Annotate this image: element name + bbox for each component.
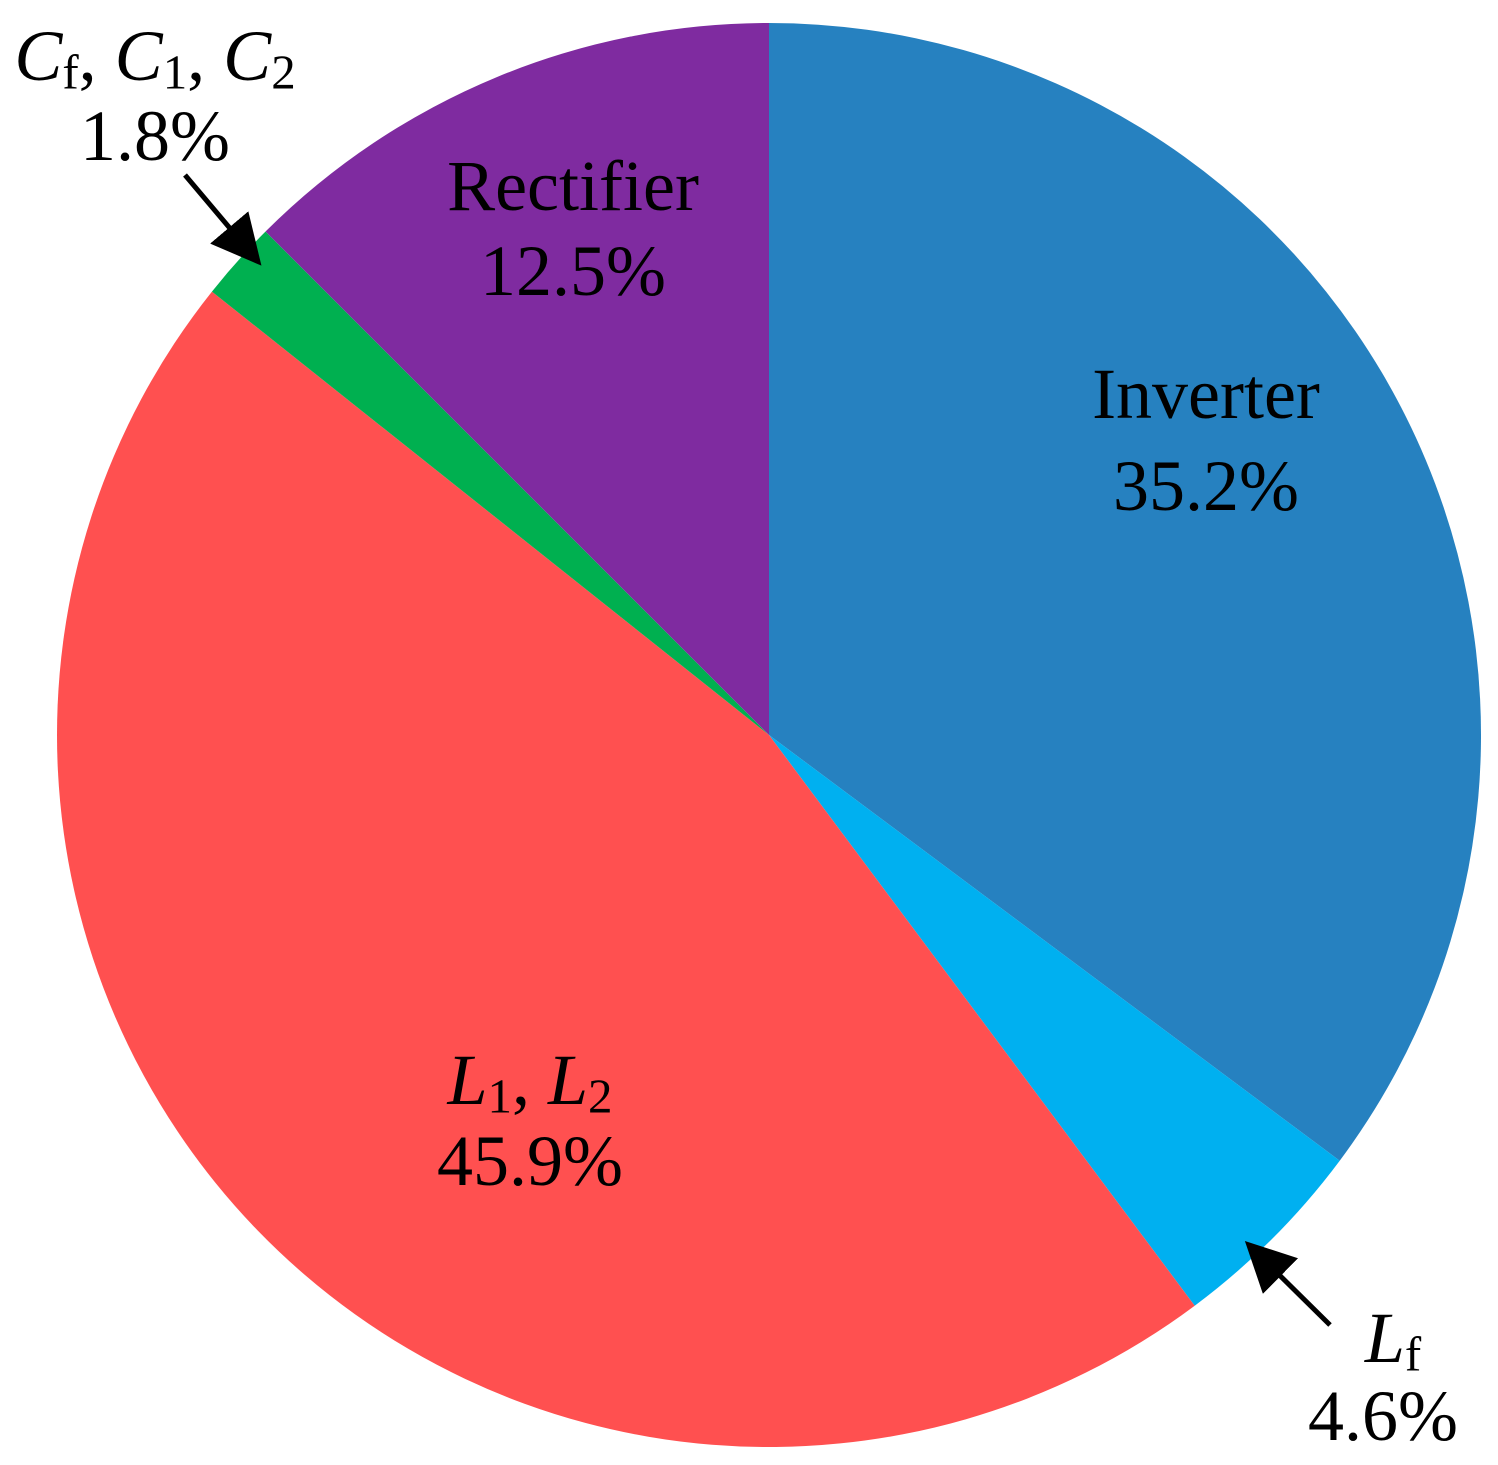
leader-arrow-caps [183,173,262,266]
slice-value-rectifier: 12.5% [480,231,666,311]
slice-name-caps: Cf, C1, C2 [14,16,295,100]
pie-slice-inverter [769,23,1482,1161]
pie-slice-lf [769,735,1340,1306]
pie-label-caps: Cf, C1, C21.8% [14,16,296,266]
leader-arrow-lf [1244,1240,1332,1327]
slice-name-lf: Lf [1364,1298,1422,1382]
pie-slices [57,23,1482,1448]
slice-value-inverter: 35.2% [1113,446,1299,526]
pie-slice-l1l2 [57,291,1195,1448]
slice-name-rectifier: Rectifier [447,146,699,226]
pie-slice-rectifier [265,23,769,735]
slice-value-lf: 4.6% [1308,1376,1458,1456]
slice-value-l1l2: 45.9% [437,1121,623,1201]
pie-label-inverter: Inverter 35.2% [1092,354,1320,526]
pie-slice-caps [211,231,769,736]
pie-label-lf: Lf4.6% [1244,1240,1458,1456]
slice-name-inverter: Inverter [1092,354,1320,434]
slice-name-l1l2: L1, L2 [446,1040,612,1124]
slice-value-caps: 1.8% [80,96,230,176]
